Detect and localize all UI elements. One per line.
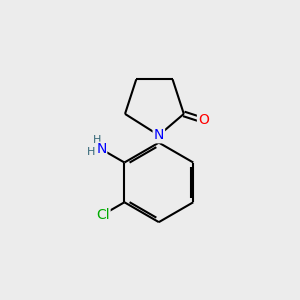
Text: Cl: Cl [96,208,110,222]
Text: H: H [87,147,95,157]
Text: N: N [96,142,106,156]
Text: O: O [198,113,209,127]
Text: H: H [93,135,101,145]
Text: N: N [154,128,164,142]
